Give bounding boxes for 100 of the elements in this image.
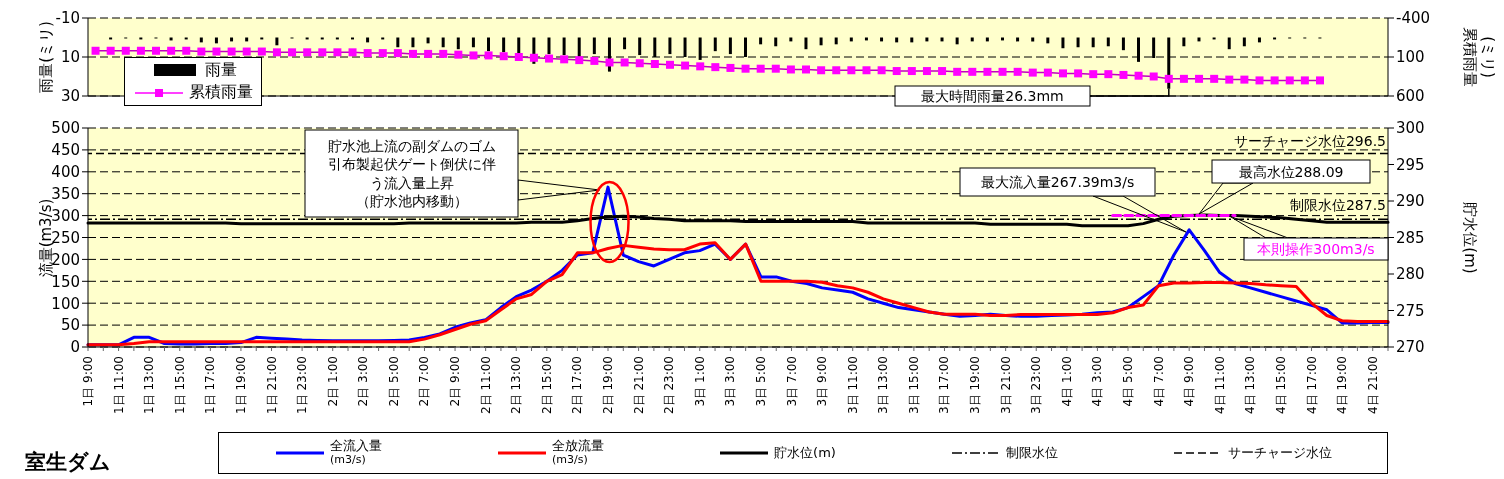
x-tick-label: 4日 21:00 (1365, 356, 1380, 415)
bar (834, 37, 838, 45)
x-tick-label: 2日 9:00 (448, 356, 463, 407)
x-tick-label: 2日 19:00 (601, 356, 615, 415)
bar (713, 37, 717, 52)
bar (819, 37, 823, 46)
legend-label: 累積雨量 (189, 82, 253, 102)
bar (1061, 37, 1065, 49)
bar (804, 37, 808, 50)
x-tick-label: 4日 5:00 (1121, 356, 1135, 407)
x-tick-label: 2日 7:00 (417, 356, 432, 407)
x-tick-label: 1日 23:00 (295, 356, 310, 415)
x-tick-label: 2日 3:00 (356, 356, 371, 407)
text: 室生ダム (25, 449, 111, 476)
y-tick-label: 400 (51, 163, 80, 182)
bar (955, 37, 959, 45)
x-tick-label: 4日 13:00 (1243, 356, 1258, 415)
legend-label: 雨量 (205, 60, 237, 80)
bar (1121, 37, 1125, 51)
annotation: 貯水池上流の副ダムのゴム引布製起伏ゲート倒伏に伴う流入量上昇（貯水池内移動） (327, 138, 496, 209)
bar (668, 37, 672, 55)
y2-tick-label: 290 (1396, 192, 1425, 211)
x-tick-label: 1日 17:00 (203, 356, 218, 415)
x-tick-label: 3日 9:00 (815, 356, 830, 407)
y-tick-label: 30 (60, 87, 80, 106)
x-tick-label: 2日 5:00 (386, 356, 401, 407)
y2-tick-label: 275 (1396, 301, 1425, 320)
x-tick-label: 3日 19:00 (968, 356, 983, 415)
x-tick-label: 3日 3:00 (723, 356, 738, 407)
y-tick-label: 10 (60, 48, 80, 67)
x-tick-label: 1日 19:00 (233, 356, 248, 415)
bar (774, 37, 778, 47)
x-tick-label: 4日 7:00 (1151, 356, 1166, 407)
y-axis-title: 雨量(ミリ) (37, 21, 55, 93)
y-tick-label: 450 (51, 141, 80, 160)
x-tick-label: 4日 15:00 (1273, 356, 1288, 415)
y2-tick-label: 285 (1396, 228, 1425, 247)
x-tick-label: 2日 21:00 (631, 356, 646, 415)
y2-axis-title: 貯水位(m) (1461, 202, 1479, 274)
bar (623, 37, 627, 50)
x-tick-label: 2日 23:00 (662, 356, 677, 415)
bar (1242, 37, 1246, 47)
y-tick-label: 50 (60, 316, 80, 335)
y2-tick-label: 295 (1396, 155, 1425, 174)
y2-axis-title: 累積雨量 (ミリ) (1461, 27, 1497, 87)
x-tick-label: 2日 17:00 (570, 356, 585, 415)
x-tick-label: 3日 17:00 (937, 356, 952, 415)
legend-label: 全流入量 (m3/s) (330, 438, 383, 467)
x-tick-label: 4日 9:00 (1182, 356, 1197, 407)
legend-label: サーチャージ水位 (1227, 444, 1332, 461)
annotation: 最大時間雨量26.3mm (921, 88, 1064, 104)
bar (1091, 37, 1095, 48)
x-tick-label: 2日 15:00 (539, 356, 554, 415)
x-tick-label: 3日 21:00 (998, 356, 1013, 415)
x-tick-label: 3日 15:00 (906, 356, 921, 415)
annotation: 最大流入量267.39m3/s (980, 174, 1135, 190)
x-tick-label: 1日 9:00 (81, 356, 95, 407)
annotation: 制限水位287.5 (1289, 197, 1386, 213)
y2-tick-label: 100 (1396, 48, 1425, 67)
y-tick-label: 500 (51, 119, 80, 138)
bar (1106, 37, 1110, 47)
legend-label: 全放流量 (m3/s) (552, 438, 605, 467)
bar (1227, 37, 1231, 50)
x-tick-label: 1日 21:00 (264, 356, 279, 415)
y2-tick-label: 300 (1396, 119, 1425, 138)
annotation: 本則操作300m3/s (1257, 241, 1375, 257)
x-tick-label: 3日 7:00 (784, 356, 799, 407)
y-tick-label: 100 (51, 294, 80, 313)
y2-tick-label: 270 (1396, 338, 1425, 357)
x-tick-label: 4日 3:00 (1090, 356, 1105, 407)
bar (1076, 37, 1080, 48)
x-tick-label: 3日 5:00 (753, 356, 768, 407)
y-tick-label: -10 (55, 9, 80, 28)
y2-tick-label: 600 (1396, 87, 1425, 106)
y2-tick-label: 280 (1396, 265, 1425, 284)
y-tick-label: 300 (51, 206, 80, 225)
x-tick-label: 2日 13:00 (509, 356, 524, 415)
y2-tick-label: -400 (1396, 9, 1431, 28)
x-tick-label: 3日 13:00 (876, 356, 891, 415)
x-tick-label: 4日 11:00 (1212, 356, 1227, 415)
annotation: サーチャージ水位296.5 (1233, 133, 1386, 149)
x-tick-label: 1日 15:00 (172, 356, 187, 415)
x-tick-label: 2日 1:00 (325, 356, 340, 407)
annotation: 最高水位288.09 (1238, 163, 1344, 180)
x-tick-label: 1日 11:00 (111, 356, 126, 415)
y-tick-label: 0 (70, 338, 80, 357)
x-tick-label: 2日 11:00 (478, 356, 493, 415)
x-tick-label: 4日 1:00 (1059, 356, 1074, 407)
legend-label: 貯水位(m) (774, 444, 836, 461)
x-tick-label: 3日 11:00 (845, 356, 860, 415)
bar (728, 37, 732, 55)
x-tick-label: 1日 13:00 (142, 356, 157, 415)
bar (759, 37, 763, 45)
bar (471, 37, 475, 48)
x-tick-label: 4日 19:00 (1335, 356, 1350, 415)
x-tick-label: 3日 23:00 (1029, 356, 1044, 415)
x-tick-label: 4日 17:00 (1304, 356, 1319, 415)
x-tick-label: 3日 1:00 (692, 356, 707, 407)
bar (1182, 37, 1186, 47)
legend-label: 制限水位 (1005, 444, 1058, 461)
